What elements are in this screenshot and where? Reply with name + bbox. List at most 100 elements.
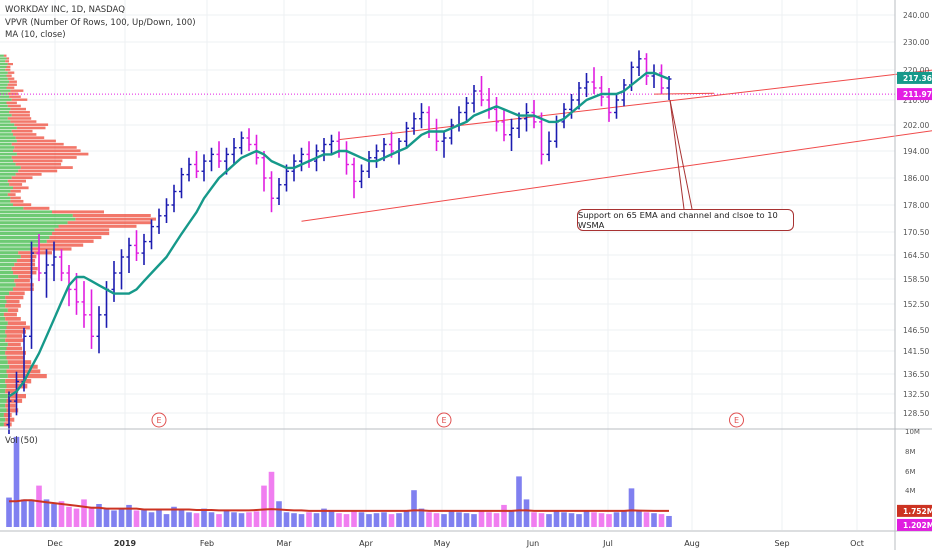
vp-up-row <box>0 55 4 57</box>
vp-down-row <box>12 267 38 270</box>
vp-up-row <box>0 300 7 304</box>
y-tick-label: 141.50 <box>903 347 929 356</box>
vp-down-row <box>14 146 76 149</box>
vp-down-row <box>23 207 49 210</box>
volume-bar <box>539 513 545 527</box>
vp-up-row <box>0 96 9 98</box>
vp-up-row <box>0 225 59 228</box>
y-tick-label: 178.00 <box>903 201 929 210</box>
vp-down-row <box>16 173 42 176</box>
volume-tick-label: 6M <box>905 468 916 476</box>
vp-up-row <box>0 130 12 133</box>
vp-up-row <box>0 228 55 231</box>
volume-bar <box>314 513 320 527</box>
vp-down-row <box>4 55 7 57</box>
volume-bar <box>179 510 185 527</box>
vp-up-row <box>0 81 9 83</box>
vp-down-row <box>8 78 15 80</box>
vp-up-row <box>0 143 12 146</box>
vp-up-row <box>0 57 7 59</box>
vp-up-row <box>0 69 5 71</box>
volume-bar <box>486 512 492 527</box>
vp-down-row <box>7 87 15 89</box>
vp-down-row <box>17 259 35 262</box>
vp-down-row <box>5 304 21 308</box>
vp-up-row <box>0 197 10 200</box>
vp-up-row <box>0 140 17 143</box>
vp-down-row <box>5 404 15 408</box>
vp-up-row <box>0 330 5 334</box>
vp-down-row <box>14 279 30 282</box>
volume-bar <box>201 509 207 527</box>
volume-bar <box>516 476 522 527</box>
volume-bar <box>651 513 657 527</box>
vp-down-row <box>7 102 17 105</box>
vp-down-row <box>12 130 33 133</box>
vp-up-row <box>0 271 13 274</box>
vp-up-row <box>0 210 52 213</box>
vp-down-row <box>12 143 64 146</box>
volume-pane-label: Vol (50) <box>5 436 38 446</box>
vp-down-row <box>12 176 33 179</box>
vp-down-row <box>7 66 11 68</box>
vp-down-row <box>9 292 25 296</box>
vp-down-row <box>8 193 16 196</box>
last-price-label: 217.36 <box>903 74 932 83</box>
vp-down-row <box>5 296 23 300</box>
vp-down-row <box>13 271 36 274</box>
legend: WORKDAY INC, 1D, NASDAQ VPVR (Number Of … <box>5 4 196 42</box>
vp-down-row <box>39 244 83 247</box>
vp-down-row <box>17 127 46 130</box>
volume-bar <box>29 499 35 527</box>
x-tick-label: May <box>434 539 451 548</box>
volume-bar <box>156 510 162 527</box>
vp-down-row <box>17 140 56 143</box>
vp-up-row <box>0 374 8 378</box>
vp-down-row <box>8 117 31 120</box>
vp-up-row <box>0 389 5 393</box>
vp-up-row <box>0 221 68 224</box>
vp-down-row <box>12 156 77 159</box>
vp-down-row <box>17 153 89 156</box>
volume-bar <box>209 512 215 527</box>
volume-bar <box>359 512 365 527</box>
volume-bar <box>569 513 575 527</box>
volume-bar <box>246 512 252 527</box>
volume-bar <box>494 513 500 527</box>
volume-bar <box>404 510 410 527</box>
vp-up-row <box>0 283 16 287</box>
vp-up-row <box>0 200 10 203</box>
vp-down-row <box>5 338 23 342</box>
x-tick-label: Dec <box>47 539 62 548</box>
vp-up-row <box>0 296 5 300</box>
vp-down-row <box>21 255 37 258</box>
vp-down-row <box>9 96 21 98</box>
vp-up-row <box>0 114 12 117</box>
vp-up-row <box>0 356 7 360</box>
volume-tick-label: 4M <box>905 487 916 495</box>
x-tick-label: Jun <box>526 539 540 548</box>
vp-up-row <box>0 176 12 179</box>
volume-bar <box>501 505 507 527</box>
volume-bar <box>456 512 462 527</box>
vp-down-row <box>18 275 31 278</box>
volume-bar <box>546 514 552 527</box>
volume-bar <box>231 512 237 527</box>
vp-down-row <box>10 90 23 92</box>
vp-up-row <box>0 63 8 65</box>
volume-bar <box>554 510 560 527</box>
vp-up-row <box>0 384 7 388</box>
volume-bar <box>441 514 447 527</box>
x-tick-label: 2019 <box>114 539 137 548</box>
x-tick-label: Feb <box>200 539 214 548</box>
vp-up-row <box>0 90 10 92</box>
vp-down-row <box>14 123 48 126</box>
earnings-marker-label: E <box>441 416 446 425</box>
volume-tick-label: 10M <box>905 428 920 436</box>
vp-down-row <box>59 225 137 228</box>
vp-up-row <box>0 247 33 250</box>
volume-bar <box>21 499 27 527</box>
y-tick-label: 146.50 <box>903 326 929 335</box>
volume-bar <box>434 513 440 527</box>
